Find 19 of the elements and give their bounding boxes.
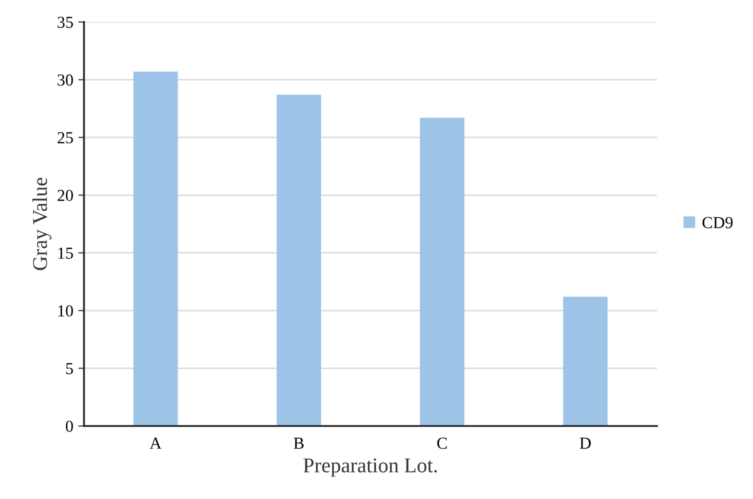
x-tick-label: B xyxy=(294,438,304,449)
y-tick-label: 15 xyxy=(58,248,73,259)
bar xyxy=(563,296,608,426)
y-tick-label: 20 xyxy=(58,190,73,202)
x-axis-title: Preparation Lot. xyxy=(303,458,437,477)
y-tick-label: 0 xyxy=(66,420,73,432)
y-tick-label: 10 xyxy=(58,305,73,317)
y-tick-label: 5 xyxy=(66,363,73,374)
x-tick-label: A xyxy=(150,438,162,449)
legend-label: CD9 xyxy=(702,217,733,228)
bar xyxy=(420,118,464,426)
y-tick-label: 30 xyxy=(58,74,73,86)
y-tick-label: 35 xyxy=(58,16,73,28)
y-tick-label: 25 xyxy=(58,132,73,144)
bar xyxy=(133,72,178,426)
x-tick-label: D xyxy=(580,438,591,449)
x-tick-label: C xyxy=(437,438,447,449)
bar xyxy=(276,94,322,426)
y-axis-title: Gray Value xyxy=(32,178,52,270)
